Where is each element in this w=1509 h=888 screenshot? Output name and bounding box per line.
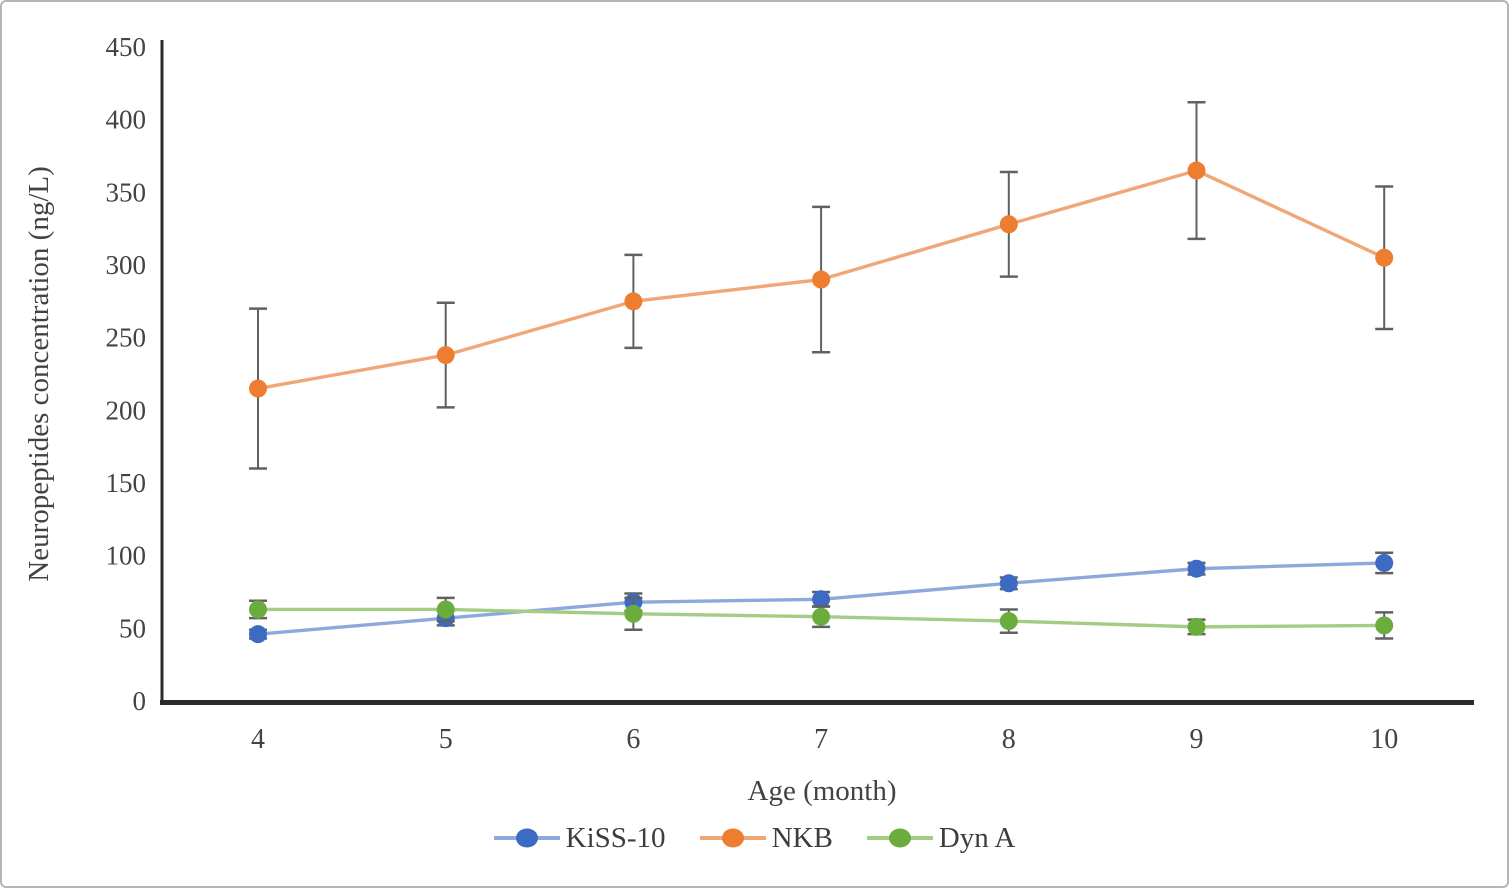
y-tick-label: 50 xyxy=(119,613,146,643)
data-point-marker xyxy=(1187,161,1206,180)
data-point-marker xyxy=(624,292,643,311)
data-point-marker xyxy=(249,379,267,398)
x-tick-label: 4 xyxy=(251,724,265,755)
y-tick-label: 150 xyxy=(106,468,147,498)
data-point-marker xyxy=(1187,617,1206,636)
data-point-marker xyxy=(812,270,831,289)
legend-item-kiss-10: KiSS-10 xyxy=(493,821,666,855)
data-point-marker xyxy=(436,600,455,619)
y-tick-label: 450 xyxy=(106,32,147,62)
data-point-marker xyxy=(249,625,267,644)
series-nkb xyxy=(249,100,1394,470)
y-tick-label: 250 xyxy=(106,323,147,353)
legend-label: KiSS-10 xyxy=(565,821,666,854)
series-kiss-10 xyxy=(249,551,1394,644)
x-tick-label: 5 xyxy=(439,724,453,755)
y-axis-title: Neuropeptides concentration (ng/L) xyxy=(23,166,55,582)
legend-item-dyn-a: Dyn A xyxy=(866,821,1016,855)
x-tick-label: 7 xyxy=(814,724,828,755)
legend-label: Dyn A xyxy=(938,821,1016,854)
legend-marker-icon xyxy=(493,828,560,848)
x-tick-label: 6 xyxy=(626,724,640,755)
data-point-marker xyxy=(436,346,455,365)
legend-dot xyxy=(721,828,744,848)
x-tick-label: 10 xyxy=(1370,724,1398,755)
y-tick-label: 200 xyxy=(106,395,147,425)
legend-marker-icon xyxy=(866,828,933,848)
data-point-marker xyxy=(999,215,1018,234)
y-tick-label: 300 xyxy=(106,250,147,280)
legend-dot xyxy=(888,828,911,848)
plot-area: 0 50 100 150 200 250 300 350 400 450 4 5 6 7 8 9 10 xyxy=(106,32,1474,755)
data-point-marker xyxy=(1375,616,1394,635)
data-point-marker xyxy=(1187,559,1206,578)
x-tick-label: 8 xyxy=(1002,724,1016,755)
data-point-marker xyxy=(812,607,831,626)
data-point-marker xyxy=(624,604,643,623)
data-point-marker xyxy=(999,612,1018,631)
data-point-marker xyxy=(812,590,831,609)
legend-label: NKB xyxy=(771,821,833,854)
data-point-marker xyxy=(249,600,267,619)
x-tick-label: 9 xyxy=(1190,724,1204,755)
legend-dot xyxy=(515,828,538,848)
x-axis-title: Age (month) xyxy=(748,775,897,807)
data-point-marker xyxy=(999,574,1018,593)
series-dyn-a xyxy=(249,596,1394,640)
y-tick-label: 400 xyxy=(106,105,147,135)
data-point-marker xyxy=(1375,248,1394,267)
legend-marker-icon xyxy=(699,828,766,848)
legend: KiSS-10 NKB Dyn A xyxy=(2,814,1507,862)
y-tick-label: 350 xyxy=(106,177,147,207)
y-tick-label: 0 xyxy=(133,686,147,716)
data-point-marker xyxy=(1375,553,1394,572)
legend-item-nkb: NKB xyxy=(699,821,833,855)
y-tick-label: 100 xyxy=(106,541,147,571)
